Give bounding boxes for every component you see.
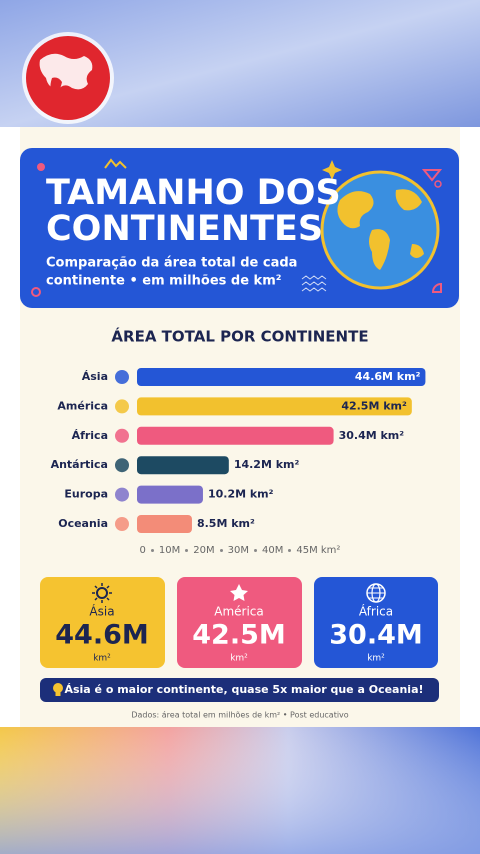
value-label: 42.5M km² bbox=[341, 399, 407, 412]
banner-text: Ásia é o maior continente, quase 5x maio… bbox=[64, 683, 423, 696]
value-label: 30.4M km² bbox=[339, 429, 405, 442]
category-icon bbox=[115, 458, 129, 473]
highlight-card bbox=[177, 577, 302, 668]
highlight-card bbox=[40, 577, 165, 668]
highlight-unit: km² bbox=[93, 654, 111, 664]
tick-separator bbox=[288, 549, 292, 552]
category-label: América bbox=[57, 399, 108, 412]
banner bbox=[40, 678, 439, 702]
value-label: 44.6M km² bbox=[355, 370, 421, 383]
bar bbox=[137, 426, 334, 445]
highlight-card bbox=[314, 577, 438, 668]
x-tick-label: 10M bbox=[158, 545, 181, 556]
header-globe bbox=[320, 170, 440, 290]
category-icon bbox=[115, 487, 129, 502]
category-icon bbox=[115, 370, 129, 384]
bulb-icon bbox=[53, 683, 63, 696]
highlight-value: 30.4M bbox=[329, 620, 423, 651]
tick-separator bbox=[185, 549, 189, 552]
bar bbox=[137, 456, 229, 475]
subtitle-line: Comparação da área total de cada bbox=[46, 256, 297, 271]
category-icon bbox=[115, 428, 129, 443]
x-tick-label: 45M km² bbox=[296, 545, 341, 556]
title-line: CONTINENTES bbox=[46, 209, 323, 249]
category-label: África bbox=[72, 429, 108, 442]
value-label: 8.5M km² bbox=[197, 517, 255, 530]
value-label: 14.2M km² bbox=[234, 458, 300, 471]
tick-separator bbox=[219, 549, 223, 552]
highlight-name: África bbox=[359, 604, 393, 619]
title-line: TAMANHO DOS bbox=[46, 173, 341, 213]
tick-separator bbox=[150, 549, 154, 552]
bottom-fade bbox=[0, 727, 480, 854]
category-icon bbox=[115, 399, 129, 414]
value-label: 10.2M km² bbox=[208, 488, 274, 501]
category-label: Antártica bbox=[51, 458, 108, 471]
highlight-icons bbox=[92, 583, 386, 603]
highlight-value: 42.5M bbox=[192, 620, 286, 651]
highlight-value: 44.6M bbox=[55, 620, 149, 651]
tick-separator bbox=[254, 549, 257, 552]
category-icon bbox=[115, 517, 129, 531]
highlight-name: América bbox=[214, 605, 264, 619]
highlight-name: Ásia bbox=[89, 604, 114, 619]
x-tick-label: 20M bbox=[193, 545, 215, 556]
header-decor bbox=[31, 158, 443, 297]
x-tick-label: 40M bbox=[262, 545, 284, 556]
highlight-unit: km² bbox=[230, 654, 248, 664]
x-tick-label: 0 bbox=[139, 545, 146, 556]
category-label: Europa bbox=[64, 488, 108, 501]
bar bbox=[137, 368, 426, 386]
chart-title: ÁREA TOTAL POR CONTINENTE bbox=[111, 327, 368, 346]
bar bbox=[137, 397, 412, 416]
footer: Dados: área total em milhões de km² • Po… bbox=[131, 711, 348, 720]
category-label: Oceania bbox=[58, 517, 108, 530]
x-tick-label: 30M bbox=[227, 545, 249, 556]
highlight-unit: km² bbox=[367, 654, 385, 664]
bar-chart: Ásia 44.6M km² América 42.5M km² África 30.4M… bbox=[51, 368, 426, 533]
logo bbox=[22, 32, 114, 124]
x-axis-ticks: 0 10M 20M 30M 40M 45M km² bbox=[0, 545, 480, 556]
subtitle-line: continente • em milhões de km² bbox=[46, 274, 281, 289]
bar bbox=[137, 515, 192, 533]
bar bbox=[137, 485, 203, 504]
category-label: Ásia bbox=[82, 370, 108, 383]
